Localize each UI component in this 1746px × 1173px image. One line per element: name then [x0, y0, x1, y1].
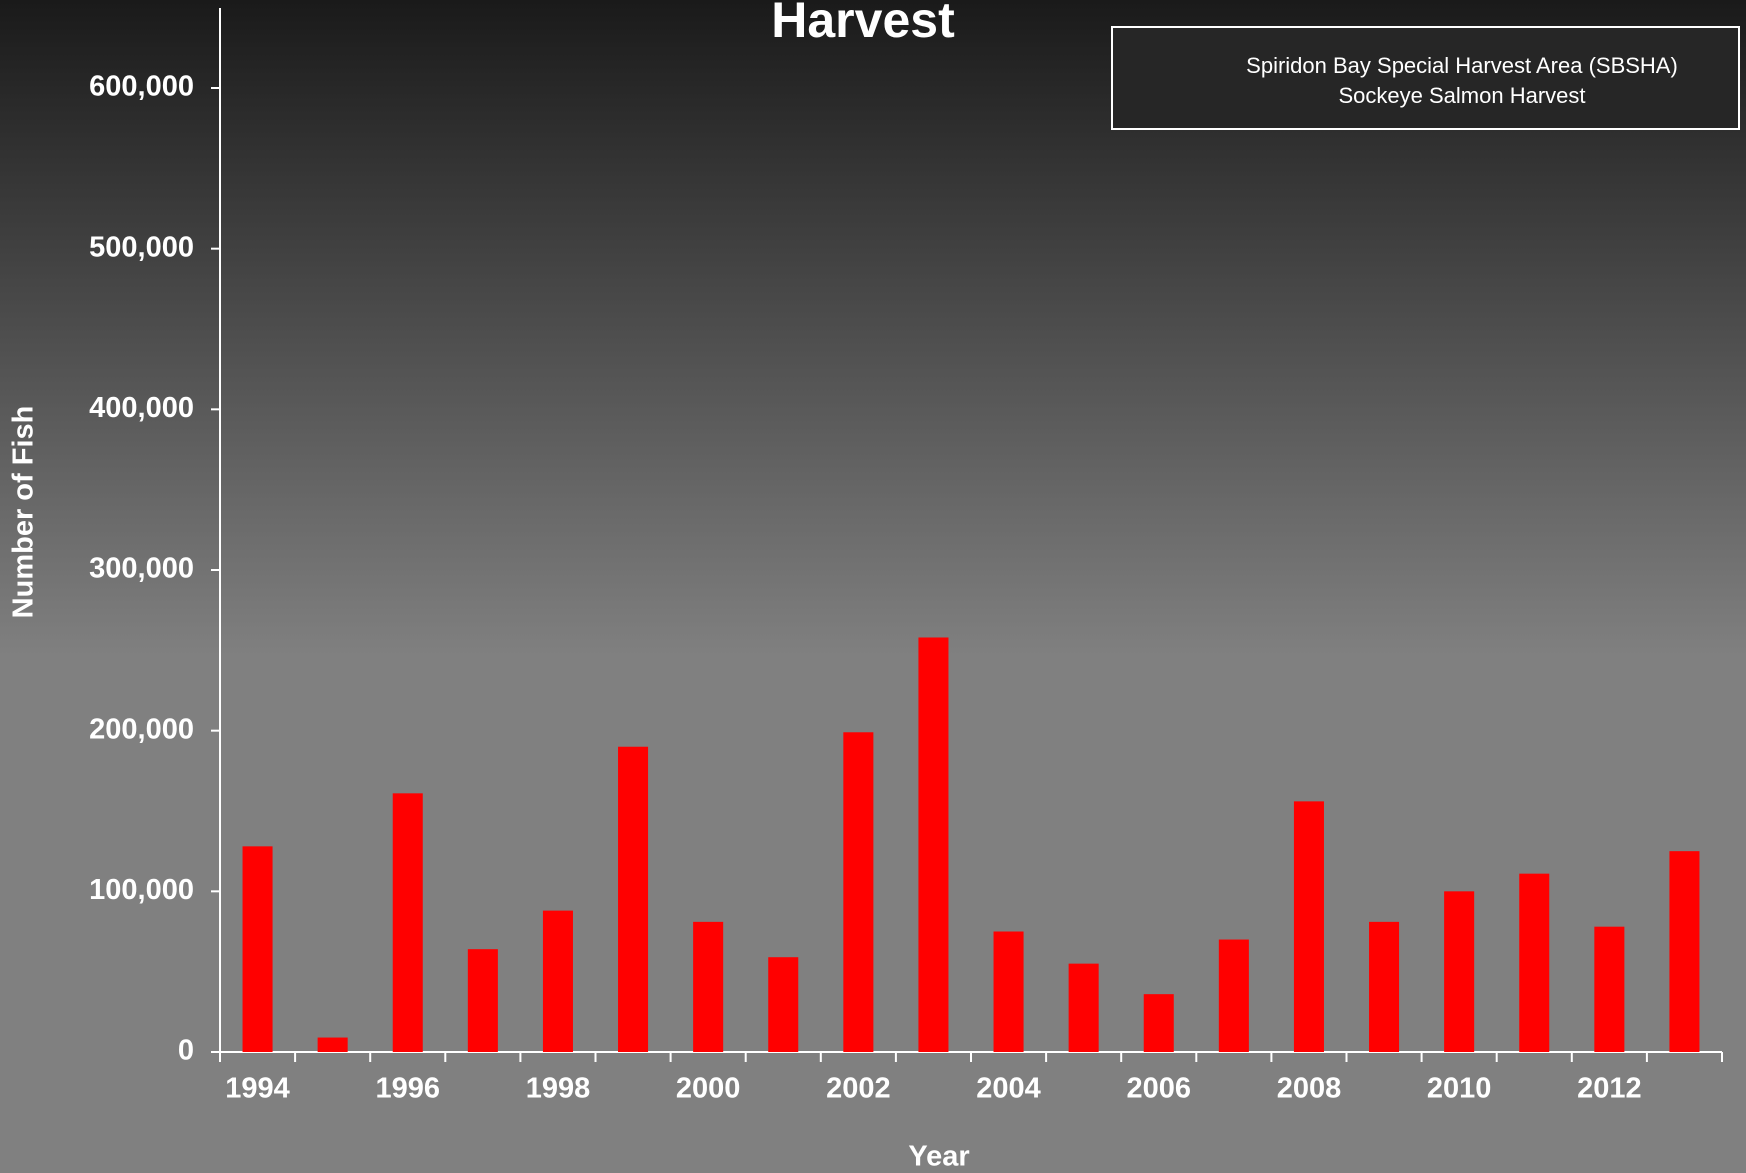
bar — [467, 949, 498, 1052]
bar — [392, 793, 423, 1052]
x-tick-label: 1998 — [526, 1073, 591, 1105]
bar — [1369, 921, 1400, 1052]
chart-title: Harvest — [771, 0, 955, 48]
x-tick-label: 2006 — [1126, 1073, 1191, 1105]
y-axis-label: Number of Fish — [8, 406, 40, 619]
x-axis-label: Year — [908, 1141, 969, 1173]
x-tick-label: 2004 — [976, 1073, 1041, 1105]
bar — [1444, 891, 1475, 1052]
bar — [542, 910, 573, 1052]
x-tick-label: 2002 — [826, 1073, 891, 1105]
bar — [843, 732, 874, 1052]
x-tick-label: 2012 — [1577, 1073, 1642, 1105]
y-tick-label: 600,000 — [89, 71, 194, 103]
y-tick-label: 300,000 — [89, 553, 194, 585]
bar — [768, 957, 799, 1052]
bar — [317, 1037, 348, 1052]
bar — [1143, 994, 1174, 1052]
bar — [1669, 851, 1700, 1052]
legend-label: Spiridon Bay Special Harvest Area (SBSHA… — [1246, 53, 1678, 108]
bar — [618, 746, 649, 1052]
bar — [242, 846, 273, 1052]
x-tick-label: 1996 — [375, 1073, 440, 1105]
bar — [993, 931, 1024, 1052]
bar — [693, 921, 724, 1052]
bar — [1519, 873, 1550, 1052]
bar — [1218, 939, 1249, 1052]
bar — [1068, 963, 1099, 1052]
x-tick-label: 2008 — [1277, 1073, 1342, 1105]
y-tick-label: 0 — [178, 1035, 194, 1067]
y-tick-label: 100,000 — [89, 874, 194, 906]
x-tick-label: 2000 — [676, 1073, 741, 1105]
x-tick-label: 1994 — [225, 1073, 290, 1105]
legend — [1111, 26, 1740, 130]
x-tick-label: 2010 — [1427, 1073, 1492, 1105]
bar — [1594, 926, 1625, 1052]
bar — [918, 637, 949, 1052]
bar — [1293, 801, 1324, 1052]
y-tick-label: 200,000 — [89, 713, 194, 745]
y-tick-label: 500,000 — [89, 231, 194, 263]
y-tick-label: 400,000 — [89, 392, 194, 424]
